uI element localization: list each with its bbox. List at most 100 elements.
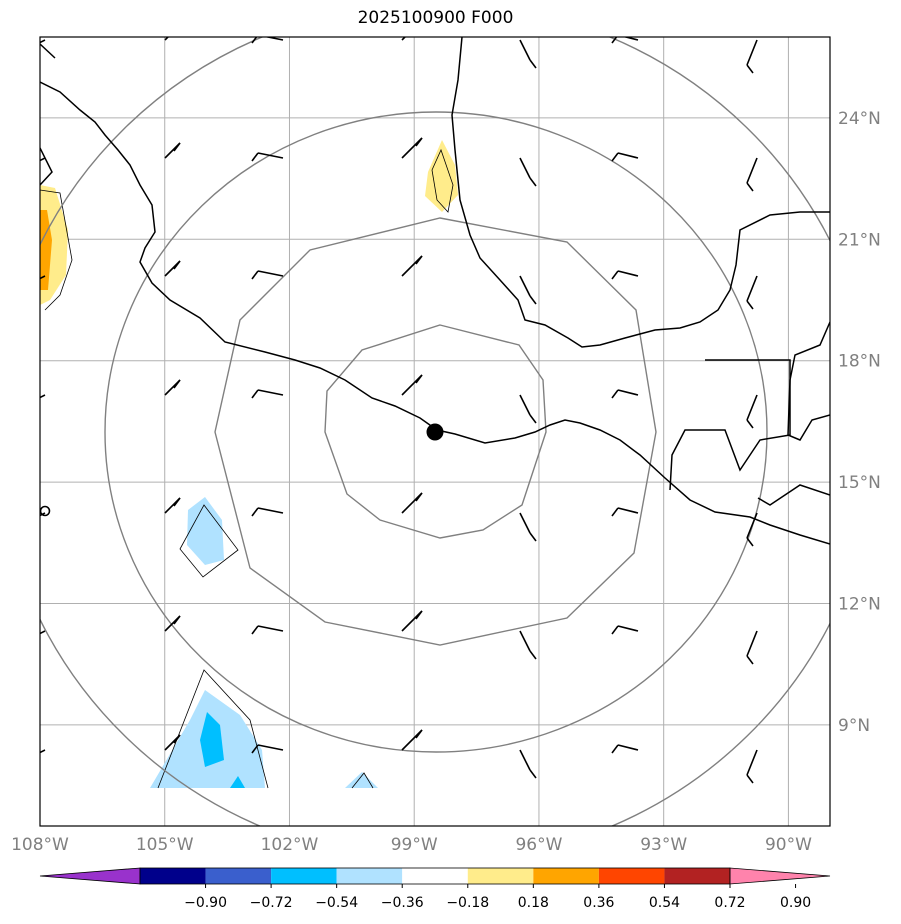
wind-barb xyxy=(401,374,423,396)
colorbar-swatch xyxy=(140,868,206,884)
wind-barb xyxy=(40,157,46,162)
negative-anomaly-patch xyxy=(187,497,224,565)
wind-barb xyxy=(746,512,758,547)
colorbar-tick-label: 0.36 xyxy=(583,895,614,911)
longitude-tick-label: 102°W xyxy=(261,835,319,855)
map-title: 2025100900 F000 xyxy=(357,8,514,28)
colorbar-swatch xyxy=(336,868,403,884)
range-rings xyxy=(40,37,830,826)
colorbar-swatch xyxy=(467,868,534,884)
wind-barb xyxy=(164,734,181,751)
wind-barb xyxy=(40,394,46,399)
colorbar: −0.90 −0.72 −0.54 −0.36 −0.18 0.18 0.36 0.54 0.7… xyxy=(39,867,831,911)
colorbar-tick-label: −0.36 xyxy=(381,895,424,911)
wind-barb xyxy=(746,630,758,665)
coastline-segment xyxy=(757,484,830,506)
wind-barb xyxy=(251,507,284,517)
wind-barb xyxy=(519,749,537,779)
wind-barb xyxy=(164,37,170,41)
coastline-yucatan xyxy=(787,321,830,441)
graticule xyxy=(39,37,830,826)
wind-barb xyxy=(611,744,639,754)
positive-anomaly-patch-core xyxy=(40,210,52,290)
anomaly-contour xyxy=(351,772,374,789)
range-ring xyxy=(104,111,768,753)
latitude-tick-label: 21°N xyxy=(838,230,881,250)
map-frame xyxy=(39,36,831,827)
wind-barb xyxy=(40,630,46,635)
wind-barb xyxy=(164,615,181,632)
anomaly-contour xyxy=(157,669,269,789)
storm-center-marker xyxy=(426,423,444,441)
longitude-tick-labels: 108°W 105°W 102°W 99°W 96°W 93°W 90°W xyxy=(11,835,812,855)
wind-barb xyxy=(401,492,423,514)
colorbar-swatch xyxy=(205,868,272,884)
colorbar-tick-label: 0.72 xyxy=(714,895,745,911)
colorbar-tick-label: −0.90 xyxy=(184,895,227,911)
colorbar-tick-label: −0.72 xyxy=(250,895,293,911)
small-marker xyxy=(39,505,51,517)
wind-barb xyxy=(519,630,537,660)
latitude-tick-label: 18°N xyxy=(838,352,881,372)
longitude-tick-label: 96°W xyxy=(515,835,562,855)
latitude-tick-label: 12°N xyxy=(838,594,881,614)
coastlines xyxy=(40,37,830,545)
longitude-tick-label: 90°W xyxy=(765,835,812,855)
wind-barb xyxy=(164,379,181,396)
wind-barb xyxy=(164,260,181,277)
wind-barb xyxy=(519,394,537,424)
wind-barb xyxy=(746,157,758,192)
wind-barb xyxy=(519,512,537,542)
border-guatemala xyxy=(669,359,791,491)
colorbar-swatch xyxy=(402,868,468,884)
wind-barb xyxy=(40,749,46,754)
longitude-tick-label: 99°W xyxy=(391,835,438,855)
wind-barb xyxy=(746,275,758,310)
colorbar-swatch xyxy=(664,868,730,884)
wind-barb xyxy=(251,625,284,635)
latitude-tick-label: 9°N xyxy=(838,716,870,736)
wind-barb xyxy=(40,39,46,44)
colorbar-tick-label: 0.90 xyxy=(780,895,811,911)
negative-anomaly-patch xyxy=(345,772,378,788)
longitude-tick-label: 93°W xyxy=(640,835,687,855)
colorbar-outline xyxy=(139,867,731,885)
wind-barb xyxy=(611,389,639,399)
colorbar-swatch xyxy=(533,868,599,884)
colorbar-extend-low xyxy=(39,867,141,885)
wind-barb xyxy=(401,729,423,751)
wind-barb xyxy=(40,275,46,280)
wind-barb xyxy=(401,255,423,277)
range-ring xyxy=(324,324,547,539)
shaded-fields xyxy=(40,140,458,789)
colorbar-tick-label: 0.18 xyxy=(518,895,549,911)
colorbar-tick-label: −0.54 xyxy=(315,895,358,911)
anomaly-contour xyxy=(40,189,73,311)
wind-barb xyxy=(519,275,537,305)
latitude-tick-label: 15°N xyxy=(838,473,881,493)
wind-barb xyxy=(401,137,423,159)
wind-barb xyxy=(611,507,639,517)
wind-barb xyxy=(164,497,181,514)
longitude-tick-label: 108°W xyxy=(11,835,69,855)
wind-barbs xyxy=(40,37,758,784)
latitude-tick-label: 24°N xyxy=(838,109,881,129)
coastline-segment xyxy=(40,43,56,59)
wind-barb xyxy=(611,625,639,635)
latitude-tick-labels: 24°N 21°N 18°N 15°N 12°N 9°N xyxy=(838,109,881,736)
wind-barb xyxy=(251,152,284,162)
wind-barb xyxy=(40,512,46,517)
range-ring xyxy=(214,217,657,646)
colorbar-tick-label: −0.18 xyxy=(446,895,489,911)
longitude-tick-label: 105°W xyxy=(136,835,194,855)
negative-anomaly-patch-core xyxy=(230,776,245,788)
wind-barb xyxy=(611,270,639,280)
colorbar-extend-high xyxy=(729,867,831,885)
wind-barb xyxy=(611,152,639,162)
anomaly-contour xyxy=(431,148,454,213)
wind-barb xyxy=(611,37,639,44)
coastline-baja xyxy=(40,147,53,186)
colorbar-tick-label: 0.54 xyxy=(649,895,680,911)
anomaly-contour xyxy=(179,504,239,578)
